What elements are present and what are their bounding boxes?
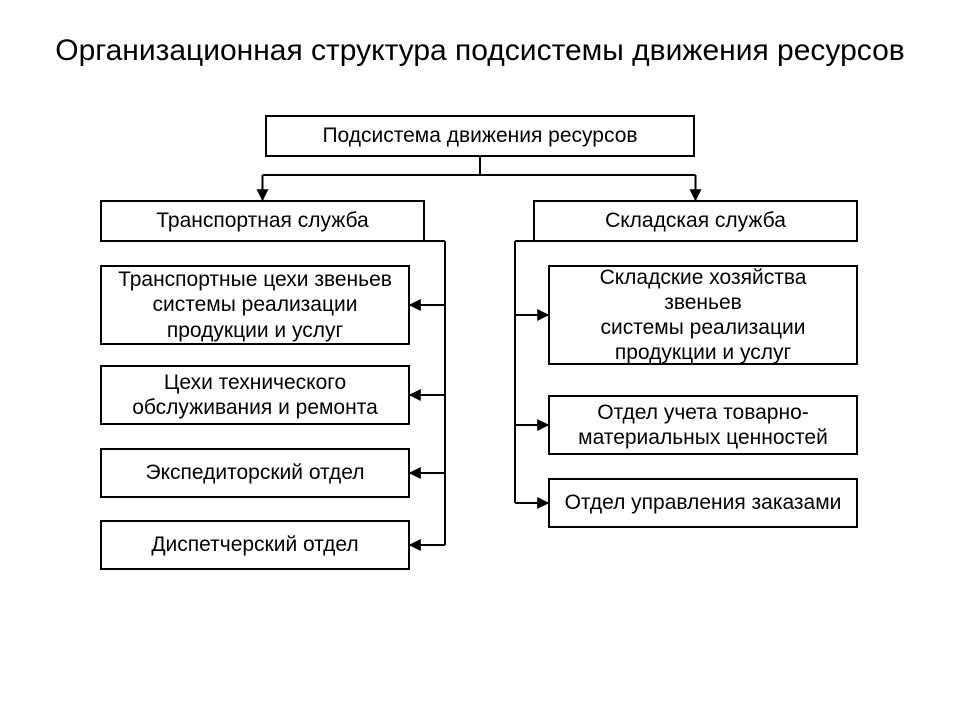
- node-root: Подсистема движения ресурсов: [265, 115, 695, 157]
- node-r1: Складские хозяйства звеньевсистемы реали…: [548, 265, 858, 365]
- node-r2: Отдел учета товарно-материальных ценност…: [548, 395, 858, 455]
- diagram-canvas: Организационная структура подсистемы дви…: [0, 0, 960, 720]
- node-l3: Экспедиторский отдел: [100, 448, 410, 498]
- node-r3: Отдел управления заказами: [548, 478, 858, 528]
- node-right0: Складская служба: [533, 200, 858, 242]
- node-left0: Транспортная служба: [100, 200, 425, 242]
- node-l2: Цехи технического обслуживания и ремонта: [100, 365, 410, 425]
- node-l4: Диспетчерский отдел: [100, 520, 410, 570]
- diagram-title: Организационная структура подсистемы дви…: [0, 32, 960, 70]
- node-l1: Транспортные цехи звеньев системы реализ…: [100, 265, 410, 345]
